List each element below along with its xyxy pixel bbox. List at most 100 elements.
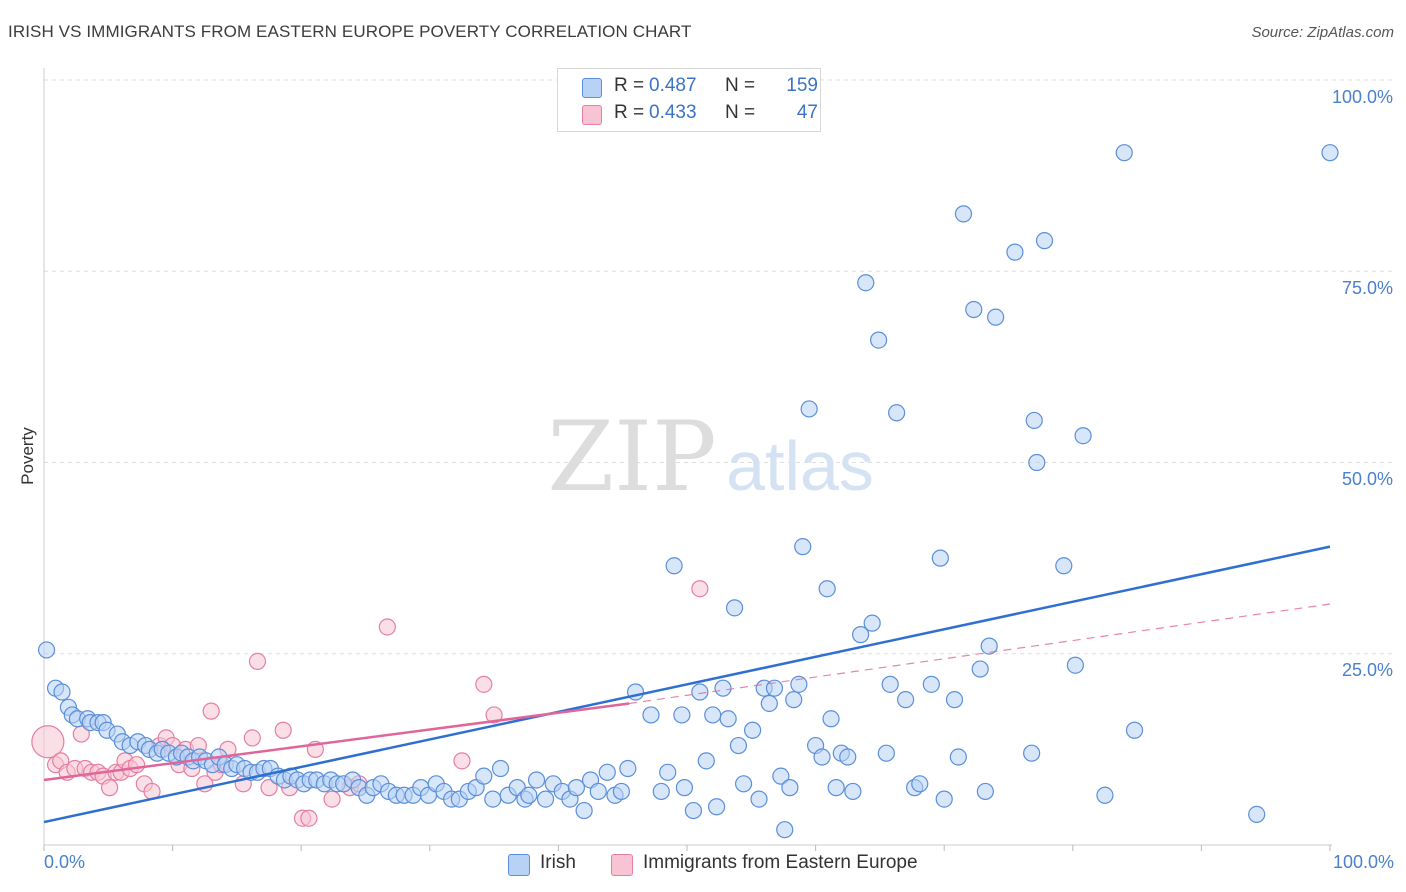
irish-point — [527, 771, 546, 789]
irish-point — [491, 759, 510, 778]
legend-swatch-irish — [582, 78, 602, 98]
irish-point — [794, 538, 812, 556]
legend-r-label: R = — [614, 102, 645, 123]
irish-point — [575, 801, 593, 820]
irish-point — [37, 641, 56, 659]
irish-trendline — [43, 545, 1331, 824]
eastern-europe-point — [127, 756, 146, 774]
irish-point — [612, 782, 631, 801]
eastern-europe-point — [243, 729, 261, 747]
chart-title: IRISH VS IMMIGRANTS FROM EASTERN EUROPE … — [8, 22, 692, 41]
irish-point — [844, 782, 862, 801]
eastern-europe-point — [323, 790, 341, 808]
irish-point — [53, 683, 71, 701]
irish-point — [719, 710, 737, 728]
trendlines — [43, 545, 1331, 824]
irish-point — [785, 691, 803, 709]
irish-point — [673, 706, 691, 724]
irish-point — [520, 786, 538, 804]
irish-point — [922, 675, 940, 693]
irish-point — [536, 790, 555, 808]
irish-point — [475, 767, 493, 785]
eastern-europe-point — [453, 752, 471, 770]
y-tick-label-75: 75.0% — [1341, 278, 1393, 298]
irish-point — [931, 549, 949, 567]
irish-point — [1006, 243, 1024, 261]
irish-point — [790, 675, 808, 693]
eastern-europe-point — [475, 675, 493, 693]
eastern-europe-trendline — [43, 702, 630, 782]
legend-r-label: R = — [614, 75, 645, 96]
irish-point — [589, 782, 607, 801]
y-tick-label-50: 50.0% — [1341, 469, 1393, 489]
irish-point — [772, 767, 790, 785]
eastern-europe-point — [485, 706, 503, 724]
eastern-europe-point — [274, 721, 292, 739]
irish-point — [1055, 557, 1073, 575]
watermark: ZIP atlas — [547, 401, 874, 513]
irish-point — [652, 782, 670, 801]
irish-point — [987, 308, 1005, 326]
irish-point — [691, 683, 709, 701]
irish-point — [619, 759, 637, 778]
legend-r-value: 0.433 — [649, 102, 697, 123]
irish-point — [897, 691, 915, 709]
legend-n-label: N = — [725, 75, 756, 96]
irish-point — [750, 790, 768, 808]
irish-point — [642, 706, 660, 724]
irish-point — [704, 706, 722, 724]
irish-point — [1066, 656, 1084, 674]
eastern-europe-point — [100, 779, 119, 797]
irish-point — [870, 331, 888, 349]
eastern-europe-point — [31, 725, 65, 759]
x-tick-label-100: 100.0% — [1332, 852, 1394, 872]
legend: R = 0.487 N = 159 R = 0.433 N = 47 — [557, 68, 821, 132]
eastern-europe-point — [378, 618, 396, 636]
irish-point — [800, 400, 818, 418]
bottom-legend-swatch-eastern-europe — [611, 854, 633, 876]
irish-point — [675, 779, 694, 797]
irish-point — [697, 752, 715, 770]
irish-point — [1028, 453, 1046, 472]
irish-point — [760, 694, 778, 713]
irish-point — [888, 404, 906, 422]
irish-point — [852, 626, 870, 644]
irish-point — [818, 580, 836, 598]
irish-point — [484, 790, 502, 808]
irish-point — [949, 748, 967, 766]
irish-point — [1096, 786, 1114, 804]
eastern-europe-trendline-extension — [629, 603, 1331, 705]
legend-r-value: 0.487 — [649, 75, 697, 96]
irish-point — [1074, 427, 1092, 445]
x-tick-label-0: 0.0% — [44, 852, 86, 872]
irish-point — [935, 790, 953, 808]
legend-n-value: 159 — [786, 75, 818, 96]
legend-swatch-eastern-europe — [582, 105, 602, 125]
eastern-europe-point — [202, 702, 220, 720]
irish-point — [911, 775, 929, 793]
irish-point — [881, 675, 899, 693]
irish-point — [567, 779, 586, 797]
irish-point — [1125, 721, 1144, 739]
irish-point — [971, 660, 989, 678]
watermark-atlas: atlas — [726, 427, 874, 505]
irish-point — [1025, 411, 1043, 430]
irish-point — [857, 274, 875, 292]
irish-point — [714, 679, 732, 697]
irish-point — [1248, 805, 1266, 824]
irish-point — [598, 763, 616, 781]
axes — [43, 68, 1332, 851]
irish-point — [980, 637, 998, 655]
irish-point — [965, 300, 983, 319]
irish-point — [1115, 144, 1133, 162]
irish-point — [707, 798, 726, 816]
watermark-zip: ZIP — [547, 401, 716, 513]
irish-point — [822, 710, 840, 728]
irish-point — [945, 691, 964, 709]
irish-point — [954, 205, 973, 223]
y-tick-label-100: 100.0% — [1331, 87, 1393, 107]
irish-point — [781, 779, 799, 797]
legend-n-value: 47 — [796, 102, 818, 123]
irish-point — [813, 748, 831, 766]
